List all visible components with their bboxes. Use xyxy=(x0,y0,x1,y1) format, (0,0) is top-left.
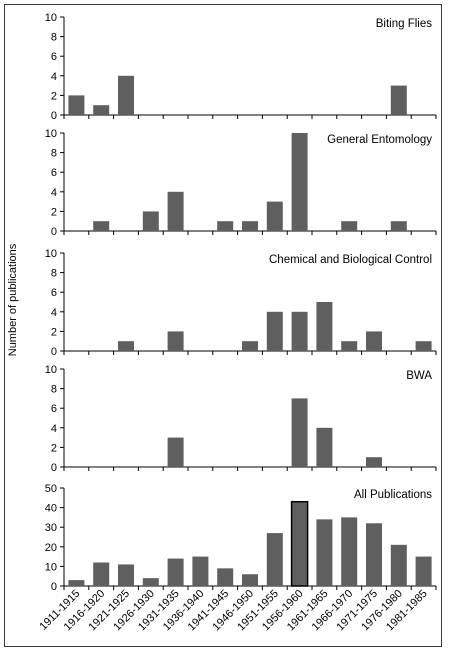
bar xyxy=(242,574,258,586)
bar xyxy=(390,221,407,231)
y-tick-label: 6 xyxy=(51,167,57,179)
panel-4: 0 2 4 6 8 10 BWA xyxy=(45,364,437,474)
panel-title: BWA xyxy=(406,370,432,382)
bar xyxy=(192,556,209,586)
bar xyxy=(316,519,333,586)
y-tick-label: 2 xyxy=(51,206,57,218)
bar xyxy=(167,558,184,586)
bar xyxy=(93,105,110,115)
bar xyxy=(167,191,184,231)
bar xyxy=(415,341,432,351)
bar xyxy=(291,133,308,231)
bar xyxy=(118,341,134,351)
panel-5: 0 10 20 30 40 50 All Publications xyxy=(45,483,437,593)
y-tick-label: 10 xyxy=(45,12,57,24)
bar xyxy=(242,221,258,231)
panel-title: Chemical and Biological Control xyxy=(269,254,432,266)
bar xyxy=(291,311,308,351)
bar xyxy=(415,556,432,586)
panel-1: 0 2 4 6 8 10 Biting Flies xyxy=(45,12,437,122)
bar xyxy=(266,533,283,586)
bar xyxy=(290,500,309,587)
y-tick-label: 0 xyxy=(51,346,57,358)
y-tick-label: 8 xyxy=(51,148,57,160)
bar xyxy=(93,562,110,586)
y-tick-label: 2 xyxy=(51,442,57,454)
panel-title: Biting Flies xyxy=(376,18,432,30)
y-tick-label: 8 xyxy=(51,384,57,396)
y-tick-label: 6 xyxy=(51,403,57,415)
y-tick-label: 10 xyxy=(45,248,57,260)
bar xyxy=(390,544,407,586)
y-tick-label: 4 xyxy=(51,423,57,435)
y-axis-title: Number of publications xyxy=(7,243,19,356)
bar xyxy=(217,221,234,231)
panel-title: General Entomology xyxy=(327,134,432,146)
bar xyxy=(366,331,382,351)
y-tick-label: 40 xyxy=(45,503,57,515)
y-tick-label: 4 xyxy=(51,187,57,199)
y-tick-label: 10 xyxy=(45,128,57,140)
bar xyxy=(390,85,407,115)
bar xyxy=(167,437,184,467)
y-tick-label: 6 xyxy=(51,287,57,299)
bar xyxy=(266,311,283,351)
bar xyxy=(316,302,333,351)
bar xyxy=(316,427,333,467)
y-tick-label: 6 xyxy=(51,51,57,63)
y-tick-label: 10 xyxy=(45,364,57,376)
panel-2: 0 2 4 6 8 10 General Entomology xyxy=(45,128,437,238)
bar xyxy=(266,201,283,231)
y-tick-label: 30 xyxy=(45,522,57,534)
panel-3: 0 2 4 6 8 10 Chemical and Biological Control xyxy=(45,248,437,358)
y-tick-label: 2 xyxy=(51,326,57,338)
bar xyxy=(341,341,358,351)
y-tick-label: 0 xyxy=(51,462,57,474)
bar xyxy=(366,523,382,586)
y-tick-label: 0 xyxy=(51,581,57,593)
y-tick-label: 50 xyxy=(45,483,57,495)
bar xyxy=(142,578,159,586)
bar xyxy=(242,341,258,351)
y-tick-label: 8 xyxy=(51,268,57,280)
bar xyxy=(366,457,382,467)
y-tick-label: 4 xyxy=(51,71,57,83)
y-tick-label: 20 xyxy=(45,542,57,554)
bar xyxy=(118,75,134,115)
bar xyxy=(341,221,358,231)
bar xyxy=(68,580,85,586)
bar xyxy=(68,95,85,115)
bar xyxy=(291,398,308,467)
bar xyxy=(142,211,159,231)
bar xyxy=(118,564,134,586)
bar xyxy=(93,221,110,231)
y-tick-label: 4 xyxy=(51,307,57,319)
y-tick-label: 0 xyxy=(51,110,57,122)
y-tick-label: 0 xyxy=(51,226,57,238)
y-tick-label: 10 xyxy=(45,561,57,573)
bar xyxy=(167,331,184,351)
panel-title: All Publications xyxy=(354,489,432,501)
bar xyxy=(341,517,358,586)
bar xyxy=(217,568,234,586)
y-tick-label: 2 xyxy=(51,90,57,102)
y-tick-label: 8 xyxy=(51,32,57,44)
